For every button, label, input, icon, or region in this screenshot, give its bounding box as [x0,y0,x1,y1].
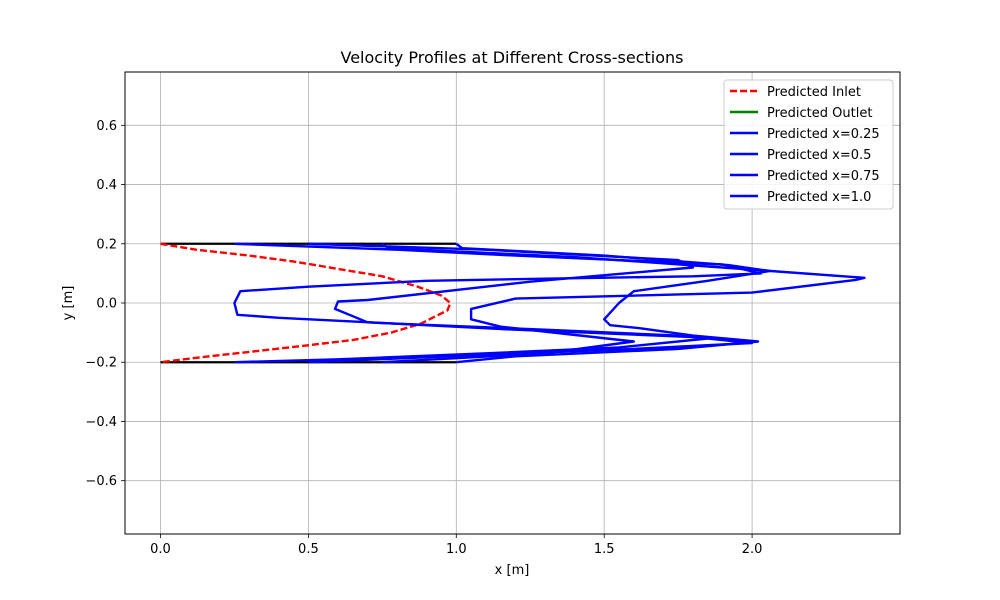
legend-label: Predicted Outlet [767,106,872,121]
legend-box [723,79,894,210]
series-line-predicted-inlet [160,242,452,364]
y-tick-label: −0.6 [85,474,117,489]
axis-ticks: 0.0 0.5 1.0 1.5 2.0 −0.6 −0.4 −0.2 0.0 0.2 0.4 0.6 [85,119,762,557]
channel-walls [160,242,457,364]
series-lines [160,242,866,364]
y-tick-label: 0.0 [96,297,117,312]
legend-label: Predicted x=0.75 [767,169,880,184]
chart-title: Velocity Profiles at Different Cross-sec… [341,48,684,67]
legend-label: Predicted Inlet [767,85,861,100]
y-tick-label: 0.6 [96,119,117,134]
y-tick-label: 0.2 [96,237,117,252]
series-line-predicted-x-0-75 [381,242,866,364]
x-tick-label: 2.0 [742,542,763,557]
series-line-predicted-x-1-0 [455,242,771,364]
y-tick-label: −0.2 [85,356,117,371]
x-tick-label: 1.0 [446,542,467,557]
x-axis-label: x [m] [495,563,530,578]
legend-label: Predicted x=0.25 [767,127,880,142]
y-axis-label: y [m] [61,286,76,321]
x-tick-label: 1.5 [594,542,615,557]
x-tick-label: 0.5 [298,542,319,557]
x-tick-label: 0.0 [150,542,171,557]
y-tick-label: −0.4 [85,415,117,430]
legend-label: Predicted x=1.0 [767,190,871,205]
legend: Predicted Inlet Predicted Outlet Predicted… [723,79,894,210]
y-tick-label: 0.4 [96,178,117,193]
legend-label: Predicted x=0.5 [767,148,871,163]
